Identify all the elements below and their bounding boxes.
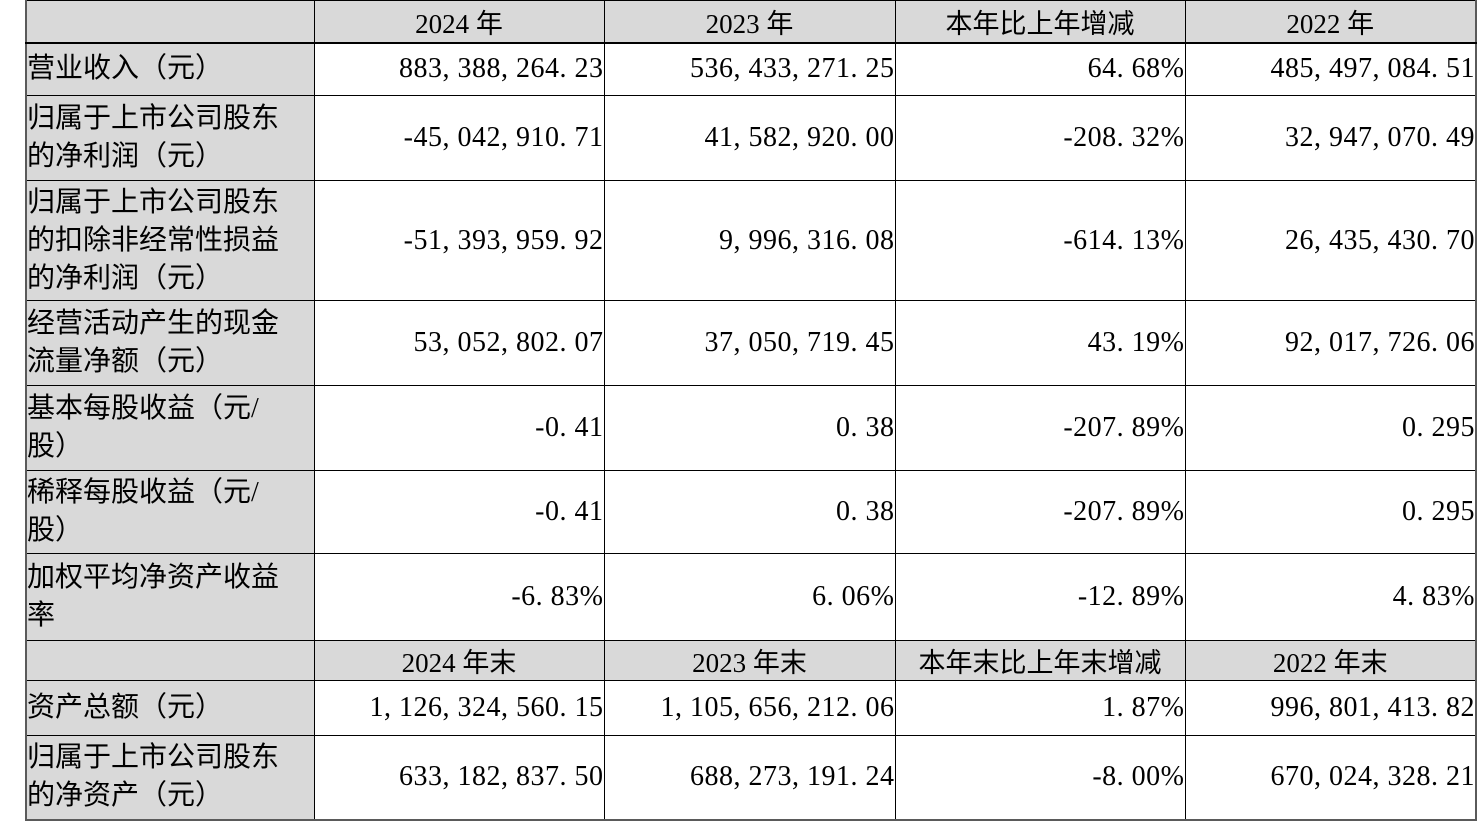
- value-2024: -0. 41: [313, 385, 605, 471]
- row-label: 营业收入（元）: [25, 42, 315, 96]
- table-row-basic-eps: 基本每股收益（元/ 股） -0. 41 0. 38 -207. 89% 0. 2…: [25, 385, 1477, 471]
- value-2022: 670, 024, 328. 21: [1184, 735, 1477, 820]
- value-yoy-change: 43. 19%: [894, 300, 1186, 386]
- value-2024: -51, 393, 959. 92: [313, 180, 605, 301]
- value-2022: 4. 83%: [1184, 553, 1477, 641]
- value-2022: 996, 801, 413. 82: [1184, 680, 1477, 736]
- value-2023: 37, 050, 719. 45: [603, 300, 896, 386]
- financial-summary-table: 2024 年 2023 年 本年比上年增减 2022 年 营业收入（元） 883…: [25, 0, 1477, 821]
- col-header-year-end-yoy-change: 本年末比上年末增减: [894, 640, 1186, 681]
- value-2023: 1, 105, 656, 212. 06: [603, 680, 896, 736]
- value-yoy-change: -8. 00%: [894, 735, 1186, 820]
- value-yoy-change: -12. 89%: [894, 553, 1186, 641]
- row-label: 经营活动产生的现金 流量净额（元）: [25, 300, 315, 386]
- header-corner-cell: [25, 640, 315, 681]
- value-yoy-change: -614. 13%: [894, 180, 1186, 301]
- row-label: 归属于上市公司股东 的净利润（元）: [25, 95, 315, 181]
- table-row-total-assets: 资产总额（元） 1, 126, 324, 560. 15 1, 105, 656…: [25, 680, 1477, 736]
- value-2024: -6. 83%: [313, 553, 605, 641]
- value-yoy-change: -208. 32%: [894, 95, 1186, 181]
- col-header-yoy-change: 本年比上年增减: [894, 0, 1186, 44]
- table-row-diluted-eps: 稀释每股收益（元/ 股） -0. 41 0. 38 -207. 89% 0. 2…: [25, 470, 1477, 554]
- value-2024: 633, 182, 837. 50: [313, 735, 605, 820]
- value-2023: 9, 996, 316. 08: [603, 180, 896, 301]
- row-label: 归属于上市公司股东 的扣除非经常性损益 的净利润（元）: [25, 180, 315, 301]
- table-row-net-profit-deducting-non-recurring: 归属于上市公司股东 的扣除非经常性损益 的净利润（元） -51, 393, 95…: [25, 180, 1477, 301]
- row-label: 归属于上市公司股东 的净资产（元）: [25, 735, 315, 820]
- value-2023: 41, 582, 920. 00: [603, 95, 896, 181]
- col-header-2022-year-end: 2022 年末: [1184, 640, 1477, 681]
- row-label: 加权平均净资产收益 率: [25, 553, 315, 641]
- value-2023: 0. 38: [603, 385, 896, 471]
- value-2022: 0. 295: [1184, 385, 1477, 471]
- value-yoy-change: 64. 68%: [894, 42, 1186, 96]
- value-2022: 92, 017, 726. 06: [1184, 300, 1477, 386]
- value-2022: 485, 497, 084. 51: [1184, 42, 1477, 96]
- col-header-2024: 2024 年: [313, 0, 605, 44]
- col-header-2023-year-end: 2023 年末: [603, 640, 896, 681]
- value-yoy-change: -207. 89%: [894, 385, 1186, 471]
- col-header-2023: 2023 年: [603, 0, 896, 44]
- row-label: 资产总额（元）: [25, 680, 315, 736]
- table-row-weighted-average-roe: 加权平均净资产收益 率 -6. 83% 6. 06% -12. 89% 4. 8…: [25, 553, 1477, 641]
- col-header-2024-year-end: 2024 年末: [313, 640, 605, 681]
- value-2022: 26, 435, 430. 70: [1184, 180, 1477, 301]
- table-row-net-profit: 归属于上市公司股东 的净利润（元） -45, 042, 910. 71 41, …: [25, 95, 1477, 181]
- value-yoy-change: -207. 89%: [894, 470, 1186, 554]
- value-2024: -0. 41: [313, 470, 605, 554]
- value-2023: 688, 273, 191. 24: [603, 735, 896, 820]
- value-yoy-change: 1. 87%: [894, 680, 1186, 736]
- value-2024: -45, 042, 910. 71: [313, 95, 605, 181]
- value-2022: 32, 947, 070. 49: [1184, 95, 1477, 181]
- value-2022: 0. 295: [1184, 470, 1477, 554]
- value-2024: 53, 052, 802. 07: [313, 300, 605, 386]
- header-row-year-end: 2024 年末 2023 年末 本年末比上年末增减 2022 年末: [25, 640, 1477, 681]
- header-corner-cell: [25, 0, 315, 44]
- table-row-operating-revenue: 营业收入（元） 883, 388, 264. 23 536, 433, 271.…: [25, 42, 1477, 96]
- value-2024: 1, 126, 324, 560. 15: [313, 680, 605, 736]
- header-row-annual: 2024 年 2023 年 本年比上年增减 2022 年: [25, 0, 1477, 44]
- row-label: 基本每股收益（元/ 股）: [25, 385, 315, 471]
- value-2023: 0. 38: [603, 470, 896, 554]
- table-row-operating-cash-flow: 经营活动产生的现金 流量净额（元） 53, 052, 802. 07 37, 0…: [25, 300, 1477, 386]
- value-2023: 536, 433, 271. 25: [603, 42, 896, 96]
- row-label: 稀释每股收益（元/ 股）: [25, 470, 315, 554]
- value-2024: 883, 388, 264. 23: [313, 42, 605, 96]
- table-row-net-assets: 归属于上市公司股东 的净资产（元） 633, 182, 837. 50 688,…: [25, 735, 1477, 820]
- col-header-2022: 2022 年: [1184, 0, 1477, 44]
- value-2023: 6. 06%: [603, 553, 896, 641]
